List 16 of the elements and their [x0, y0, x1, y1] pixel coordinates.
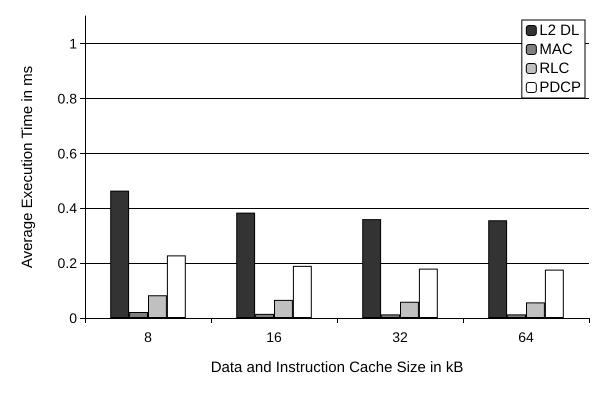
x-tick-label: 64 [518, 329, 534, 345]
y-tick-label: 1 [69, 35, 78, 52]
y-tick-label: 0.2 [58, 255, 78, 272]
legend-label: L2 DL [539, 22, 580, 39]
y-tick-label: 0.6 [58, 145, 78, 162]
y-tick-label: 0 [69, 310, 78, 326]
x-tick-label: 32 [392, 329, 408, 345]
y-axis-title: Average Execution Time in ms [19, 66, 36, 268]
x-tick-label: 8 [144, 329, 152, 345]
y-tick-label: 0.4 [58, 200, 78, 216]
x-axis-title: Data and Instruction Cache Size in kB [210, 359, 464, 376]
legend-label: RLC [539, 60, 570, 77]
y-tick-label: 0.8 [58, 90, 78, 106]
legend-label: MAC [539, 41, 573, 58]
legend-label: PDCP [539, 79, 582, 96]
x-tick-label: 16 [266, 329, 282, 345]
